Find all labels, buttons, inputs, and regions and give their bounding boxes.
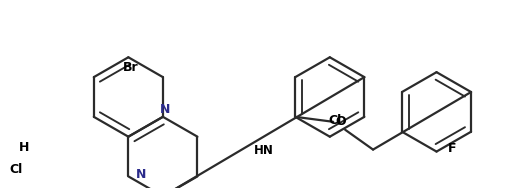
Text: Cl: Cl: [9, 163, 23, 176]
Text: N: N: [160, 103, 171, 116]
Text: N: N: [136, 168, 146, 181]
Text: Br: Br: [123, 61, 139, 74]
Text: HN: HN: [254, 144, 274, 157]
Text: H: H: [19, 141, 29, 153]
Text: F: F: [448, 142, 456, 155]
Text: Cl: Cl: [329, 114, 342, 127]
Text: O: O: [336, 115, 346, 128]
